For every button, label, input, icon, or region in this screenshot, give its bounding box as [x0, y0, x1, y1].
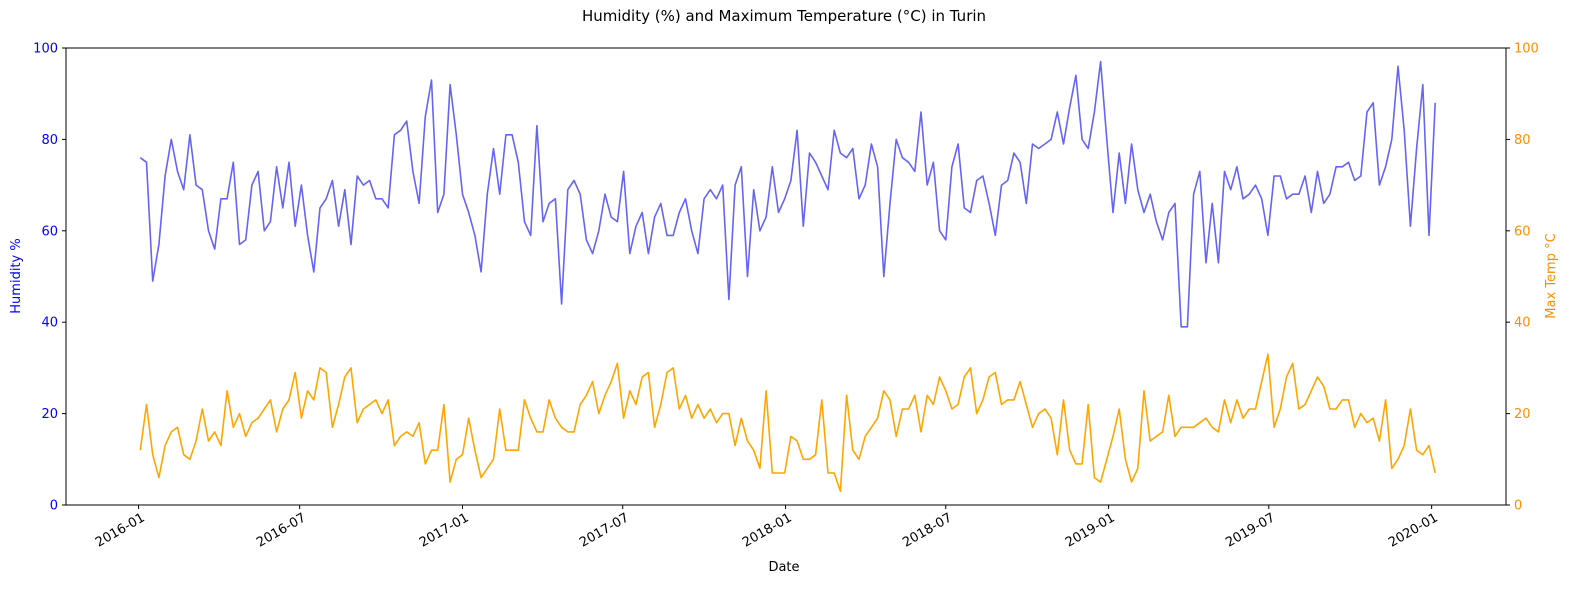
- x-axis-tick-label: 2018-01: [740, 510, 795, 550]
- left-axis-tick-label: 100: [33, 42, 58, 57]
- x-axis-tick-label: 2020-01: [1386, 510, 1441, 550]
- x-axis-tick-label: 2016-07: [254, 510, 309, 550]
- left-axis-label: Humidity %: [9, 238, 24, 313]
- temperature-series-line: [139, 353, 1436, 493]
- x-axis-label: Date: [768, 560, 799, 575]
- x-axis-tick-label: 2019-01: [1063, 510, 1118, 550]
- right-axis-tick-label: 60: [1514, 224, 1531, 239]
- x-axis-tick-label: 2019-07: [1223, 510, 1278, 550]
- humidity-series-line: [139, 60, 1436, 328]
- right-axis-tick-label: 40: [1514, 316, 1531, 331]
- right-axis-tick-label: 0: [1514, 499, 1522, 514]
- left-axis: 0 20 40 60 80 100: [33, 42, 66, 514]
- left-axis-tick-label: 20: [41, 407, 58, 422]
- x-axis: 2016-01 2016-07 2017-01 2017-07 2018-01 2018-…: [93, 505, 1441, 551]
- right-axis-tick-label: 20: [1514, 407, 1531, 422]
- left-axis-tick-label: 60: [41, 224, 58, 239]
- x-axis-tick-label: 2018-07: [900, 510, 955, 550]
- x-axis-tick-label: 2017-01: [417, 510, 472, 550]
- left-axis-tick-label: 40: [41, 316, 58, 331]
- right-axis-tick-label: 100: [1514, 42, 1539, 57]
- left-axis-tick-label: 80: [41, 133, 58, 148]
- x-axis-tick-label: 2017-07: [577, 510, 632, 550]
- left-axis-tick-label: 0: [50, 499, 58, 514]
- x-axis-tick-label: 2016-01: [93, 510, 148, 550]
- right-axis-label: Max Temp °C: [1544, 233, 1559, 318]
- plot-lines: [139, 60, 1436, 493]
- chart-title: Humidity (%) and Maximum Temperature (°C…: [582, 7, 986, 25]
- right-axis-tick-label: 80: [1514, 133, 1531, 148]
- right-axis: 0 20 40 60 80 100: [1506, 42, 1539, 514]
- plot-frame: [65, 47, 1507, 506]
